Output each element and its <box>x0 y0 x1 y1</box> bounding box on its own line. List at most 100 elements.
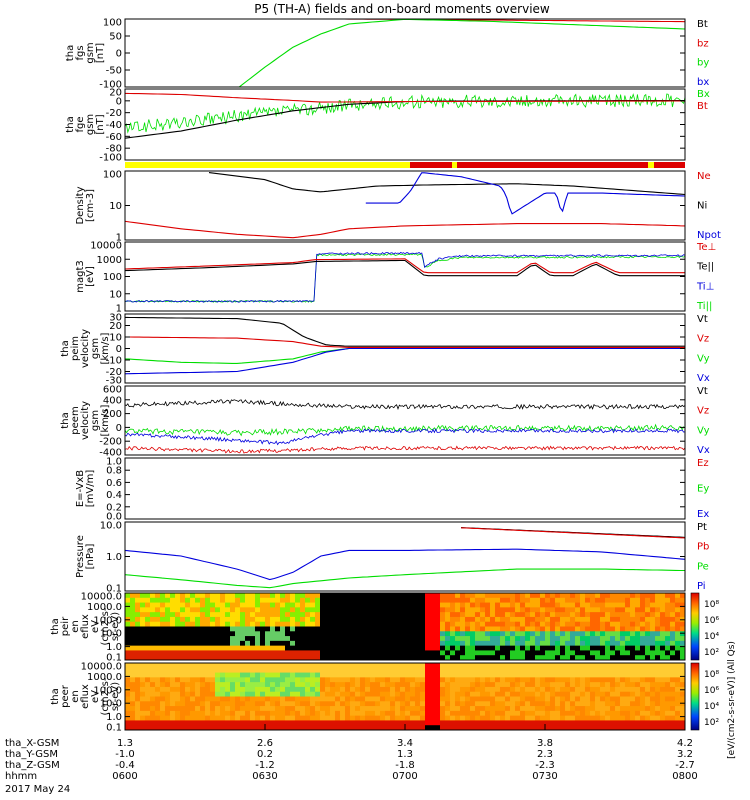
temperature-ytick-label: 1000 <box>97 255 122 266</box>
ion_spectrogram-ytick-label: 1.0 <box>106 642 122 653</box>
ion_velocity-ylabel-line: peim <box>70 336 81 361</box>
panel-pressure: 10.0 1.0 0.1 Pressure [nPa] Pt Pb Pe Pi <box>75 521 709 595</box>
electron_spectrogram-ytick-label: 10.0 <box>100 699 122 710</box>
colorbar-tick-label: 10⁶ <box>704 616 719 626</box>
electron_velocity-legend-Vy: Vy <box>697 425 710 436</box>
ion_velocity-legend-Vt: Vt <box>697 314 708 325</box>
xaxis-row-value: 0600 <box>112 771 137 782</box>
date-label: 2017 May 24 <box>5 784 70 795</box>
density-ylabel-line: [cm-3] <box>85 189 96 222</box>
colorbar <box>690 662 700 731</box>
xaxis-row-value: 1.3 <box>397 749 413 760</box>
ion_velocity-legend-Vy: Vy <box>697 353 710 364</box>
electron_velocity-series-Vx <box>125 428 685 446</box>
xaxis-row-label: tha_X-GSM <box>5 738 59 749</box>
colorbar-tick-label: 10⁸ <box>704 670 719 680</box>
ion_velocity-ylabel-line: velocity <box>80 329 91 368</box>
ion_spectrogram-cells <box>125 593 685 660</box>
electron_velocity-ytick-label: 400 <box>103 395 122 406</box>
electron_velocity-series-Vt <box>125 399 685 410</box>
ion_spectrogram-ylabel-line: (cm2-s- <box>100 607 111 645</box>
pressure-legend-Pi: Pi <box>697 581 706 592</box>
figure-title: P5 (TH-A) fields and on-board moments ov… <box>254 2 550 16</box>
panel-fgs: 100 50 0 -50 -100 tha fgs gsm [nT] Bt bz by bx <box>65 18 709 91</box>
pressure-ylabel-line: [nPa] <box>85 543 96 569</box>
xaxis-row-value: 3.2 <box>677 749 693 760</box>
xaxis-row-value: 3.8 <box>537 738 553 749</box>
efield-ytick-label: 1.0 <box>106 457 122 468</box>
ion_spectrogram-ylabel-line: eflux <box>80 614 91 639</box>
fge-ylabel-line: [nT] <box>95 114 106 134</box>
fgs-ylabel: tha fgs gsm [nT] <box>65 42 106 63</box>
footer-axis-labels: tha_X-GSM 1.3 2.6 3.4 3.8 4.2 tha_Y-GSM -1.0 0.2… <box>5 724 698 782</box>
fge-ylabel-line: gsm <box>85 114 96 135</box>
ion_velocity-ylabel-line: gsm <box>90 338 101 359</box>
efield-ylabel-line: [mV/m] <box>85 470 96 508</box>
fgs-ylabel-line: gsm <box>85 42 96 63</box>
fgs-ytick-label: -50 <box>106 66 122 77</box>
status-bar <box>125 162 685 168</box>
pressure-legend-Pe: Pe <box>697 561 709 572</box>
fge-ytick-label: -20 <box>106 108 122 119</box>
electron_spectrogram-ytick-label: 1000.0 <box>87 672 122 683</box>
efield-legend-Ey: Ey <box>697 484 709 495</box>
electron_velocity-series-Vy <box>125 423 685 437</box>
xaxis-row-value: -1.8 <box>395 760 415 771</box>
electron_velocity-legend-Vx: Vx <box>697 445 710 456</box>
fgs-ylabel-line: [nT] <box>95 43 106 63</box>
electron_spectrogram-ylabel: tha peer en eflux eV (cm2-s-sr-eV) <box>50 677 121 715</box>
density-ylabel-line: Density <box>75 186 86 224</box>
efield-ytick-label: 0.8 <box>106 466 122 477</box>
density-series-Ni <box>208 172 685 196</box>
electron_velocity-ytick-label: 200 <box>103 409 122 420</box>
fge-ytick-label: -80 <box>106 144 122 155</box>
ion_spectrogram-ylabel-line: peir <box>60 616 71 636</box>
temperature-legend-Te||: Te|| <box>696 262 714 273</box>
electron_spectrogram-ylabel-line: tha <box>50 688 61 704</box>
fge-legend-Bt: Bt <box>697 101 708 112</box>
efield-ylabel-line: E=-VxB <box>75 470 86 507</box>
temperature-series-Ti|| <box>125 253 685 303</box>
xaxis-row-label: hhmm <box>5 771 37 782</box>
ion_spectrogram-ytick-label: 100.0 <box>93 615 122 626</box>
ion_velocity-series-Vy <box>125 347 685 364</box>
colorbar-tick-label: 10⁴ <box>704 702 719 712</box>
xaxis-row-value: 2.6 <box>257 738 273 749</box>
electron_velocity-ylabel-line: peem <box>70 406 81 434</box>
density-series-Ne <box>125 220 685 239</box>
electron_velocity-ytick-label: -400 <box>99 448 122 459</box>
temperature-ytick-label: 10000 <box>90 241 122 252</box>
temperature-ylabel-line: magt3 <box>75 260 86 293</box>
fge-ylabel-line: tha <box>65 116 76 132</box>
ion_spectrogram-ytick-label: 10000.0 <box>81 592 122 603</box>
xaxis-row-value: 0700 <box>392 771 417 782</box>
pressure-series-Pe <box>125 568 685 589</box>
fge-series-Bt <box>125 99 685 139</box>
colorbar-tick-label: 10² <box>704 718 719 728</box>
temperature-ytick-label: 100 <box>103 272 122 283</box>
temperature-series-Ti⊥ <box>125 251 685 303</box>
ion_velocity-series-Vt <box>125 316 685 347</box>
ion_velocity-ytick-label: 10 <box>109 333 122 344</box>
ion_velocity-ylabel: tha peim velocity gsm [km/s] <box>60 329 111 368</box>
ion_spectrogram-ytick-label: 0.1 <box>106 653 122 664</box>
density-series-Npot <box>365 172 685 215</box>
density-ylabel: Density [cm-3] <box>75 186 96 224</box>
density-ytick-label: 10 <box>109 201 122 212</box>
fge-ylabel: tha fge gsm [nT] <box>65 114 106 135</box>
ion_velocity-ylabel-line: [km/s] <box>100 332 111 364</box>
fge-ylabel-line: fge <box>75 116 86 132</box>
xaxis-row-value: 1.3 <box>117 738 133 749</box>
temperature-ylabel-line: [eV] <box>85 266 96 287</box>
electron_spectrogram-ylabel-line: peer <box>60 684 71 708</box>
xaxis-row-value: -0.4 <box>115 760 135 771</box>
ion_spectrogram-ylabel-line: sr-eV) <box>110 612 121 641</box>
electron_velocity-ylabel-line: [km/s] <box>100 404 111 436</box>
density-legend-Ni: Ni <box>697 201 707 212</box>
ion_spectrogram-frame <box>124 592 686 661</box>
ion_velocity-ytick-label: 20 <box>109 321 122 332</box>
